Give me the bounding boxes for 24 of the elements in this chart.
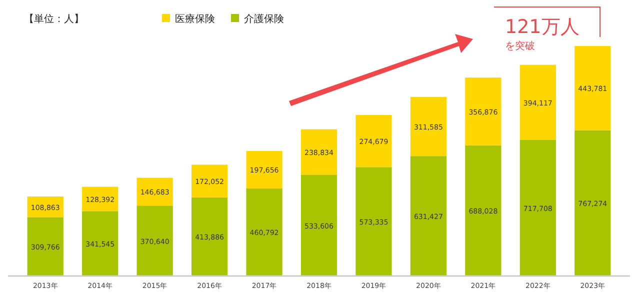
bar [574,46,611,130]
bar [191,197,228,276]
bar [574,130,611,276]
bar [191,164,228,198]
legend-label: 医療保険 [175,13,215,25]
bar [356,114,392,168]
bar [465,78,502,146]
text: 【単位：人】 [24,13,84,25]
bar [27,217,64,276]
bar [300,174,338,276]
bar [520,64,556,140]
legend-label: 介護保険 [244,13,284,25]
bar [136,206,173,276]
bar [246,188,282,276]
bar [356,167,392,276]
bar [410,96,447,156]
bar [410,156,447,276]
text: 121万人 [505,16,580,38]
bar [82,211,118,276]
bar [520,140,556,276]
bar [300,129,338,175]
bar [246,150,282,188]
annotation: を突破 [505,40,535,52]
bar [465,145,502,276]
